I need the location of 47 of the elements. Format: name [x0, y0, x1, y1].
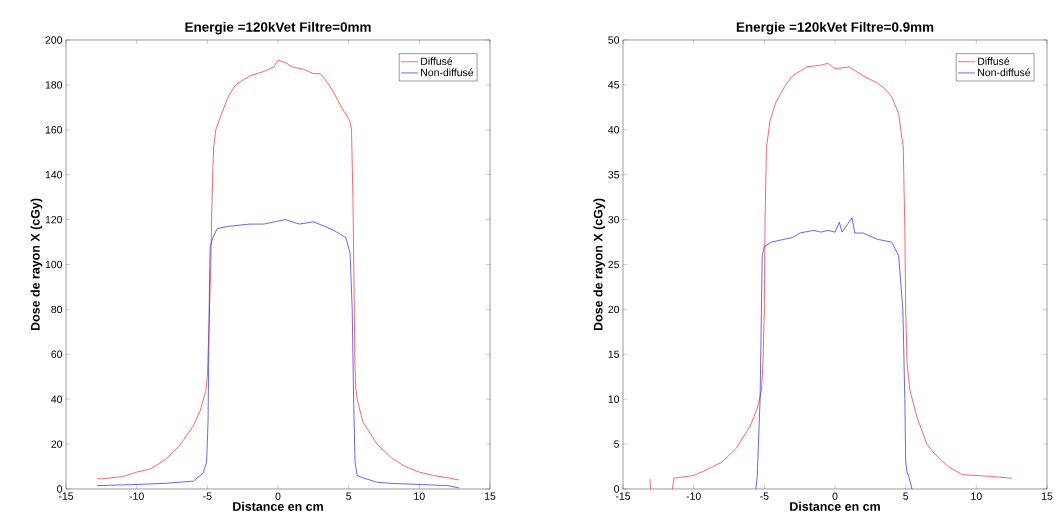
x-axis-title: Distance en cm [790, 501, 880, 511]
chart-title: Energie =120kVet Filtre=0mm [185, 21, 371, 35]
y-tick-label: 20 [608, 305, 620, 314]
y-tick-label: 180 [45, 81, 63, 89]
x-tick-label: 10 [971, 492, 982, 500]
x-tick-label: 0 [275, 492, 281, 500]
y-tick-label: 160 [45, 126, 63, 134]
y-tick-label: 0 [57, 485, 63, 493]
y-tick-label: 40 [608, 126, 620, 134]
y-tick-label: 15 [608, 350, 620, 358]
y-tick-label: 20 [51, 440, 63, 448]
legend-label: Non-diffusé [421, 68, 474, 77]
x-tick-label: 5 [903, 492, 909, 500]
y-tick-label: 30 [608, 215, 620, 224]
y-tick-label: 45 [608, 81, 620, 89]
legend-label: Diffusé [421, 57, 453, 65]
y-tick-label: 100 [45, 260, 63, 269]
line-series [755, 217, 913, 489]
x-tick-label: -10 [686, 492, 701, 500]
y-tick-label: 35 [608, 170, 620, 179]
x-tick-label: -10 [129, 492, 144, 500]
x-tick-label: -5 [203, 492, 212, 500]
y-tick-label: 10 [608, 395, 620, 403]
y-tick-label: 40 [51, 395, 63, 403]
x-tick-label: -5 [760, 492, 769, 500]
legend-label: Non-diffusé [978, 68, 1031, 77]
x-tick-label: -15 [615, 492, 631, 500]
x-tick-label: 5 [346, 492, 352, 500]
x-tick-label: 10 [414, 492, 425, 500]
y-tick-label: 25 [608, 260, 620, 269]
y-tick-label: 5 [614, 440, 620, 448]
legend-label: Diffusé [978, 57, 1010, 65]
y-tick-label: 0 [614, 485, 620, 493]
y-tick-label: 140 [45, 170, 63, 179]
y-axis-title: Dose de rayon X (cGy) [593, 198, 606, 331]
y-axis-title: Dose de rayon X (cGy) [30, 198, 43, 331]
y-tick-label: 80 [51, 305, 63, 314]
x-axis-title: Distance en cm [233, 501, 323, 511]
y-tick-label: 120 [45, 215, 63, 224]
y-tick-label: 50 [608, 36, 620, 44]
chart-title: Energie =120kVet Filtre=0.9mm [736, 21, 934, 35]
x-tick-label: 0 [832, 492, 838, 500]
x-tick-label: 15 [1041, 492, 1053, 500]
x-tick-label: -15 [58, 492, 74, 500]
y-tick-label: 200 [45, 36, 63, 44]
y-tick-label: 60 [51, 350, 63, 358]
x-tick-label: 15 [484, 492, 496, 500]
